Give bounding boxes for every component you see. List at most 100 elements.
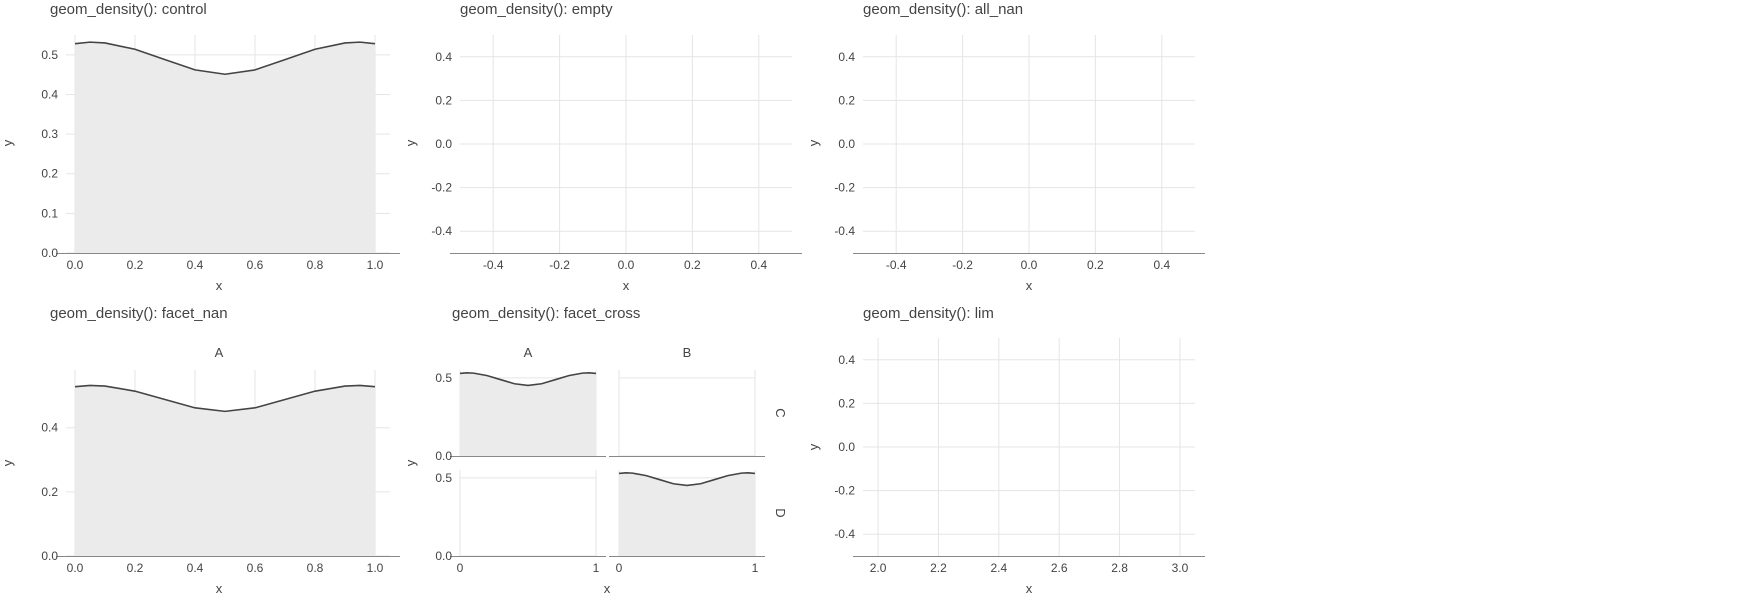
y-tick-label: 0.0 [435, 449, 452, 463]
x-tick-label: 1 [593, 561, 600, 575]
x-tick-label: 0.4 [1153, 258, 1170, 272]
facet-col-label: A [524, 345, 533, 360]
density-area [75, 385, 375, 556]
y-tick-label: -0.2 [834, 181, 855, 195]
chart-title: geom_density(): control [50, 1, 207, 18]
y-tick-label: 0.0 [41, 246, 58, 260]
facet-row-label: D [773, 508, 788, 517]
y-tick-label: -0.4 [431, 224, 452, 238]
y-axis-label: y [806, 139, 821, 146]
density-line [74, 41, 376, 76]
y-tick-label: 0.3 [41, 127, 58, 141]
y-tick-label: 0.5 [435, 371, 452, 385]
x-axis-label: x [1026, 278, 1033, 293]
panel: 0.0 0.2 0.4 0.6 0.8 1.0 0.0 0.1 0.2 0.3 0.4 0.5 [41, 35, 400, 272]
x-tick-label: 0.2 [127, 258, 144, 272]
y-axis-label: y [806, 443, 821, 450]
y-tick-label: 0.1 [41, 206, 58, 220]
y-tick-label: 0.5 [435, 471, 452, 485]
x-tick-label: 0.0 [67, 561, 84, 575]
x-tick-label: 0 [457, 561, 464, 575]
density-area [75, 42, 375, 253]
y-tick-label: 0.2 [838, 93, 855, 107]
x-tick-label: 0.4 [750, 258, 767, 272]
y-tick-label: 0.0 [838, 440, 855, 454]
density-area [619, 472, 755, 556]
x-tick-label: 1 [752, 561, 759, 575]
x-tick-label: 0.8 [307, 258, 324, 272]
x-axis-label: x [1026, 581, 1033, 596]
chart-title: geom_density(): lim [863, 305, 994, 322]
y-tick-label: 0.0 [838, 137, 855, 151]
y-axis-label: y [403, 459, 418, 466]
chart-title: geom_density(): facet_nan [50, 305, 228, 322]
chart-title: geom_density(): empty [460, 1, 613, 18]
y-tick-label: -0.4 [834, 224, 855, 238]
x-tick-label: 0.8 [307, 561, 324, 575]
x-tick-label: 0.0 [1021, 258, 1038, 272]
y-tick-label: -0.2 [834, 484, 855, 498]
x-tick-label: 0.2 [1087, 258, 1104, 272]
chart-empty: geom_density(): empty -0.4 -0.2 0.0 0.2 0.4 -0… [403, 1, 802, 293]
x-tick-label: 0.4 [187, 258, 204, 272]
y-tick-label: 0.0 [41, 549, 58, 563]
x-tick-label: 0.6 [247, 258, 264, 272]
panel [609, 370, 765, 457]
x-axis-label: x [623, 278, 630, 293]
chart-title: geom_density(): facet_cross [452, 305, 640, 322]
x-tick-label: -0.4 [886, 258, 907, 272]
x-tick-label: -0.4 [483, 258, 504, 272]
y-tick-label: 0.2 [435, 93, 452, 107]
y-axis-label: y [0, 459, 15, 466]
x-tick-label: 0.2 [127, 561, 144, 575]
facet-col-label: B [683, 345, 692, 360]
x-tick-label: 0.2 [684, 258, 701, 272]
x-tick-label: 3.0 [1172, 561, 1189, 575]
panel: 0 1 0.0 0.5 [435, 470, 606, 575]
x-tick-label: 0.0 [67, 258, 84, 272]
y-tick-label: -0.4 [834, 527, 855, 541]
y-tick-label: 0.4 [41, 421, 58, 435]
y-tick-label: 0.2 [41, 485, 58, 499]
panel: -0.4 -0.2 0.0 0.2 0.4 -0.4 -0.2 0.0 0.2 0.4 [834, 35, 1205, 272]
y-tick-label: -0.2 [431, 181, 452, 195]
density-line [74, 384, 376, 413]
y-tick-label: 0.4 [838, 353, 855, 367]
y-axis-label: y [0, 139, 15, 146]
facet-row-label: C [773, 408, 788, 417]
x-tick-label: 0.6 [247, 561, 264, 575]
y-axis-label: y [403, 139, 418, 146]
y-tick-label: 0.0 [435, 137, 452, 151]
x-tick-label: 0.0 [618, 258, 635, 272]
y-tick-label: 0.4 [838, 50, 855, 64]
x-tick-label: 2.4 [990, 561, 1007, 575]
x-tick-label: -0.2 [549, 258, 570, 272]
x-tick-label: 2.0 [870, 561, 887, 575]
panel: 2.0 2.2 2.4 2.6 2.8 3.0 -0.4 -0.2 0.0 0.2 0.4 [834, 338, 1205, 575]
y-tick-label: 0.4 [435, 50, 452, 64]
y-tick-label: 0.2 [838, 396, 855, 410]
chart-lim: geom_density(): lim 2.0 2.2 2.4 2.6 2.8 3.0 -0.… [806, 305, 1205, 596]
x-tick-label: 1.0 [367, 258, 384, 272]
y-tick-label: 0.4 [41, 87, 58, 101]
density-area [460, 372, 596, 456]
x-tick-label: 2.8 [1111, 561, 1128, 575]
x-tick-label: 1.0 [367, 561, 384, 575]
x-tick-label: 2.6 [1051, 561, 1068, 575]
x-axis-label: x [604, 581, 611, 596]
x-tick-label: 0 [616, 561, 623, 575]
y-tick-label: 0.5 [41, 48, 58, 62]
y-tick-label: 0.0 [435, 549, 452, 563]
density-line [618, 472, 756, 487]
panel: 0.0 0.5 [435, 370, 606, 463]
y-tick-label: 0.2 [41, 167, 58, 181]
chart-facet_nan: geom_density(): facet_nan 0.0 0.2 0.4 0.6 0.8… [0, 305, 400, 596]
density-line [459, 372, 597, 387]
x-tick-label: 0.4 [187, 561, 204, 575]
panel: 0.0 0.2 0.4 0.6 0.8 1.0 0.0 0.2 0.4 [41, 370, 400, 575]
facet-strip-label: A [215, 345, 224, 360]
x-tick-label: -0.2 [952, 258, 973, 272]
chart-all_nan: geom_density(): all_nan -0.4 -0.2 0.0 0.2 0.4… [806, 1, 1205, 293]
